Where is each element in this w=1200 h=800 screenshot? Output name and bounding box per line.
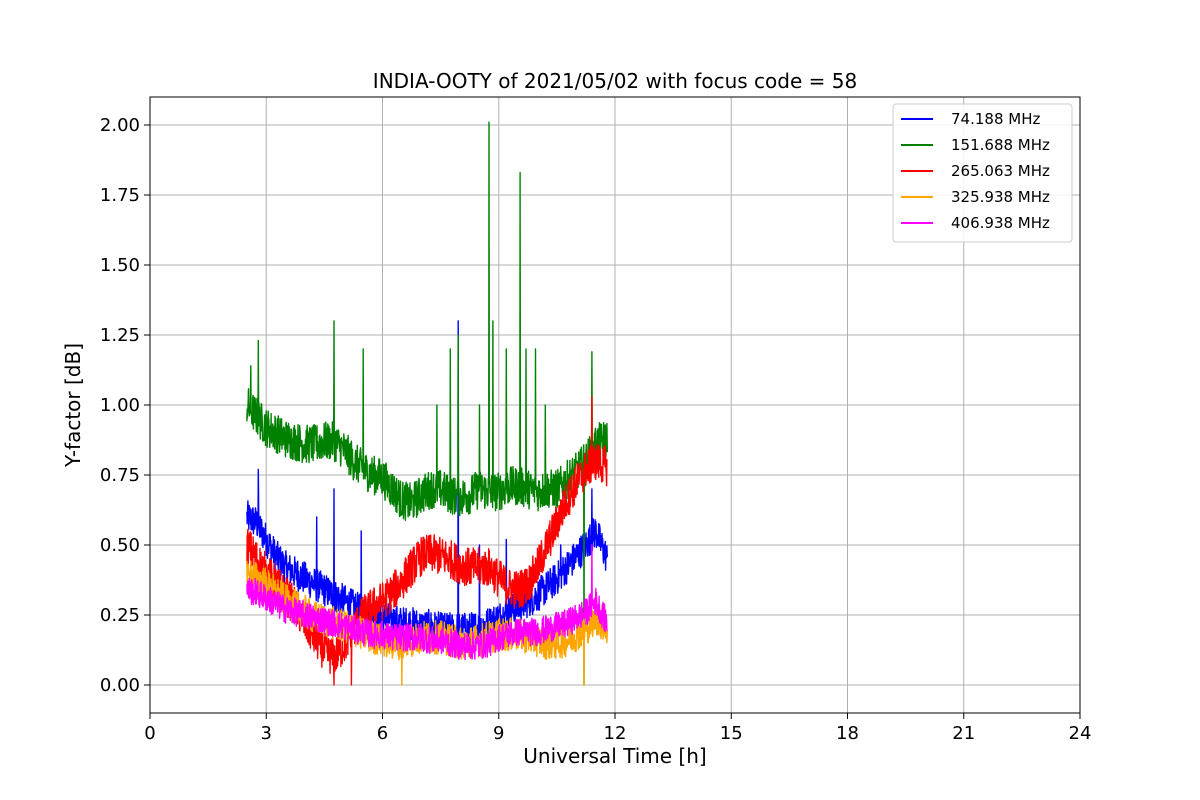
series-line-0: [246, 320, 608, 647]
y-tick-label: 0.25: [100, 605, 140, 626]
chart-title: INDIA-OOTY of 2021/05/02 with focus code…: [373, 69, 857, 93]
series-line-1: [246, 121, 608, 686]
x-tick-label: 15: [720, 723, 743, 744]
legend-label-4: 406.938 MHz: [951, 214, 1050, 232]
series-line-4: [246, 544, 608, 661]
y-tick-label: 1.75: [100, 185, 140, 206]
x-tick-label: 0: [144, 723, 155, 744]
y-tick-label: 0.50: [100, 535, 140, 556]
y-tick-label: 1.50: [100, 255, 140, 276]
legend-box: [892, 103, 1073, 243]
x-tick-label: 21: [952, 723, 975, 744]
x-tick-label: 12: [604, 723, 627, 744]
x-tick-label: 9: [493, 723, 504, 744]
y-axis-label: Y-factor [dB]: [61, 343, 85, 468]
y-tick-label: 2.00: [100, 115, 140, 136]
legend-label-3: 325.938 MHz: [951, 188, 1050, 206]
legend-label-1: 151.688 MHz: [951, 136, 1050, 154]
tick-layer: 0 3 6 9 12 15 18 21 24 0.00 0.25 0.50 0.75 1.00 1.25 1.…: [100, 115, 1092, 744]
y-tick-label: 0.00: [100, 675, 140, 696]
y-tick-label: 1.00: [100, 395, 140, 416]
x-tick-label: 24: [1069, 723, 1092, 744]
legend-label-2: 265.063 MHz: [951, 162, 1050, 180]
x-tick-label: 18: [836, 723, 859, 744]
x-axis-label: Universal Time [h]: [523, 744, 706, 768]
legend-label-0: 74.188 MHz: [951, 110, 1040, 128]
y-tick-label: 1.25: [100, 325, 140, 346]
x-tick-label: 3: [261, 723, 272, 744]
legend: 74.188 MHz 151.688 MHz 265.063 MHz 325.938 …: [892, 103, 1073, 243]
y-tick-label: 0.75: [100, 465, 140, 486]
series-layer: [246, 121, 608, 686]
x-tick-label: 6: [377, 723, 388, 744]
